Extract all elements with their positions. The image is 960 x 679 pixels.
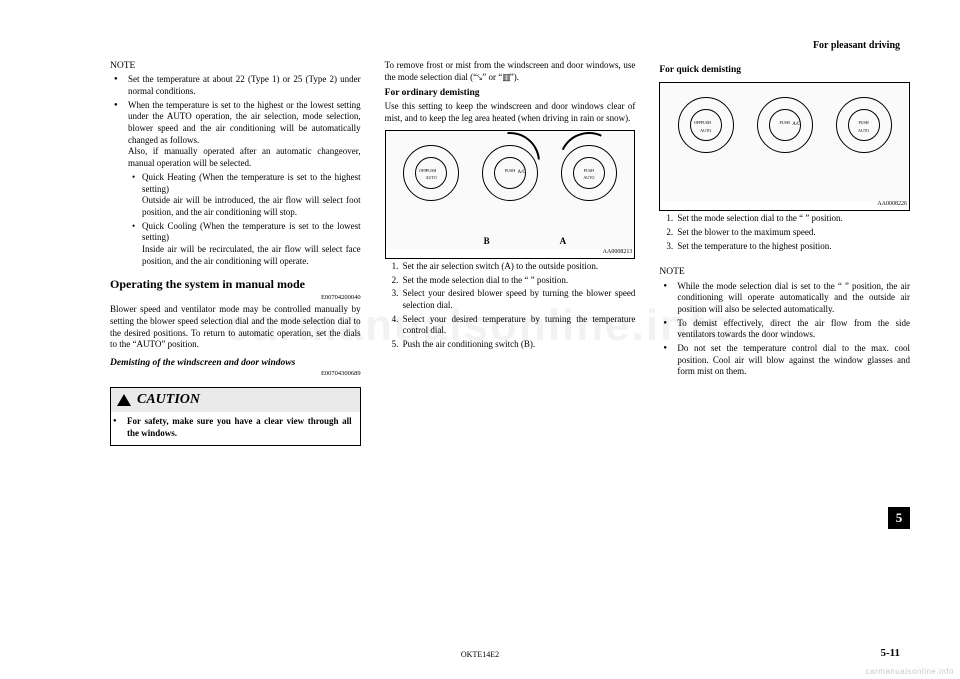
figure-2: OFF PUSH AUTO PUSH A/C PUSH AUTO xyxy=(659,82,910,211)
warning-triangle-icon xyxy=(117,394,131,406)
subheading-demisting: Demisting of the windscreen and door win… xyxy=(110,357,361,369)
ordinary-body: Use this setting to keep the windscreen … xyxy=(385,101,636,124)
figure-1-image: OFF PUSH AUTO PUSH A/C PUSH AUTO xyxy=(386,131,635,249)
label-a: A xyxy=(560,236,567,248)
step: Set the temperature to the highest posit… xyxy=(675,241,910,253)
sub-text: Inside air will be recirculated, the air… xyxy=(142,244,361,266)
steps-list: Set the mode selection dial to the “ ” p… xyxy=(659,213,910,252)
columns: NOTE Set the temperature at about 22 (Ty… xyxy=(110,60,910,446)
caution-text: For safety, make sure you have a clear v… xyxy=(119,416,352,439)
note-bullet: Set the temperature at about 22 (Type 1)… xyxy=(120,74,361,97)
figure-code: AA0008226 xyxy=(660,201,909,210)
step: Set the air selection switch (A) to the … xyxy=(401,261,636,273)
ref-code: E00704200040 xyxy=(110,294,361,302)
sub-text: Outside air will be introduced, the air … xyxy=(142,195,361,217)
caution-body: For safety, make sure you have a clear v… xyxy=(111,412,360,445)
bullet-text: Also, if manually operated after an auto… xyxy=(128,146,361,168)
note-bullets: Set the temperature at about 22 (Type 1)… xyxy=(110,74,361,267)
note-label: NOTE xyxy=(659,266,910,278)
steps-list: Set the air selection switch (A) to the … xyxy=(385,261,636,351)
column-2: To remove frost or mist from the windscr… xyxy=(385,60,636,446)
step: Set the blower to the maximum speed. xyxy=(675,227,910,239)
mode-dial: PUSH AUTO xyxy=(561,145,617,201)
chapter-tab: 5 xyxy=(888,507,910,529)
note-bullet: Do not set the temperature control dial … xyxy=(669,343,910,378)
temp-dial: PUSH A/C xyxy=(757,97,813,153)
page: For pleasant driving carmanualsonline.in… xyxy=(0,0,960,679)
note-bullet: While the mode selection dial is set to … xyxy=(669,281,910,316)
column-3: For quick demisting OFF PUSH AUTO PUSH A… xyxy=(659,60,910,446)
bullet-text: When the temperature is set to the highe… xyxy=(128,100,361,145)
caution-box: CAUTION For safety, make sure you have a… xyxy=(110,387,361,447)
sub-text: Quick Cooling (When the temperature is s… xyxy=(142,221,361,243)
temp-dial: PUSH A/C xyxy=(482,145,538,201)
step: Set the mode selection dial to the “ ” p… xyxy=(401,275,636,287)
note-bullets: While the mode selection dial is set to … xyxy=(659,281,910,379)
sub-bullets: Quick Heating (When the temperature is s… xyxy=(128,172,361,268)
column-1: NOTE Set the temperature at about 22 (Ty… xyxy=(110,60,361,446)
header-section-title: For pleasant driving xyxy=(813,40,900,51)
figure-1: OFF PUSH AUTO PUSH A/C PUSH AUTO xyxy=(385,130,636,259)
step: Select your desired blower speed by turn… xyxy=(401,288,636,311)
dials-row: OFF PUSH AUTO PUSH A/C PUSH AUTO xyxy=(660,83,909,159)
watermark-small: carmanualsonline.info xyxy=(866,667,954,676)
step: Push the air conditioning switch (B). xyxy=(401,339,636,351)
section-heading-manual-mode: Operating the system in manual mode xyxy=(110,277,361,293)
step: Set the mode selection dial to the “ ” p… xyxy=(675,213,910,225)
body-text: Blower speed and ventilator mode may be … xyxy=(110,304,361,351)
dials-row: OFF PUSH AUTO PUSH A/C PUSH AUTO xyxy=(386,131,635,207)
sub-bullet: Quick Cooling (When the temperature is s… xyxy=(134,221,361,268)
arrow-arc xyxy=(468,120,553,205)
intro-text: To remove frost or mist from the windscr… xyxy=(385,60,636,83)
blower-dial: OFF PUSH AUTO xyxy=(678,97,734,153)
sub-text: Quick Heating (When the temperature is s… xyxy=(142,172,361,194)
blower-dial: OFF PUSH AUTO xyxy=(403,145,459,201)
windscreen-icon: ▥ xyxy=(502,72,510,84)
label-b: B xyxy=(484,236,490,248)
arrow-arc xyxy=(550,124,627,201)
step: Select your desired temperature by turni… xyxy=(401,314,636,337)
figure-2-image: OFF PUSH AUTO PUSH A/C PUSH AUTO xyxy=(660,83,909,201)
mode-dial: PUSH AUTO xyxy=(836,97,892,153)
caution-title-bar: CAUTION xyxy=(111,388,360,412)
footer: 5-11 xyxy=(0,647,960,659)
note-label: NOTE xyxy=(110,60,361,72)
note-bullet: To demist effectively, direct the air fl… xyxy=(669,318,910,341)
sub-bullet: Quick Heating (When the temperature is s… xyxy=(134,172,361,219)
subheading-ordinary: For ordinary demisting xyxy=(385,87,636,99)
figure-code: AA0008213 xyxy=(386,249,635,258)
page-number: 5-11 xyxy=(880,647,900,659)
ref-code: E00704300689 xyxy=(110,370,361,378)
note-bullet: When the temperature is set to the highe… xyxy=(120,100,361,268)
subheading-quick: For quick demisting xyxy=(659,64,910,76)
caution-word: CAUTION xyxy=(137,391,200,409)
